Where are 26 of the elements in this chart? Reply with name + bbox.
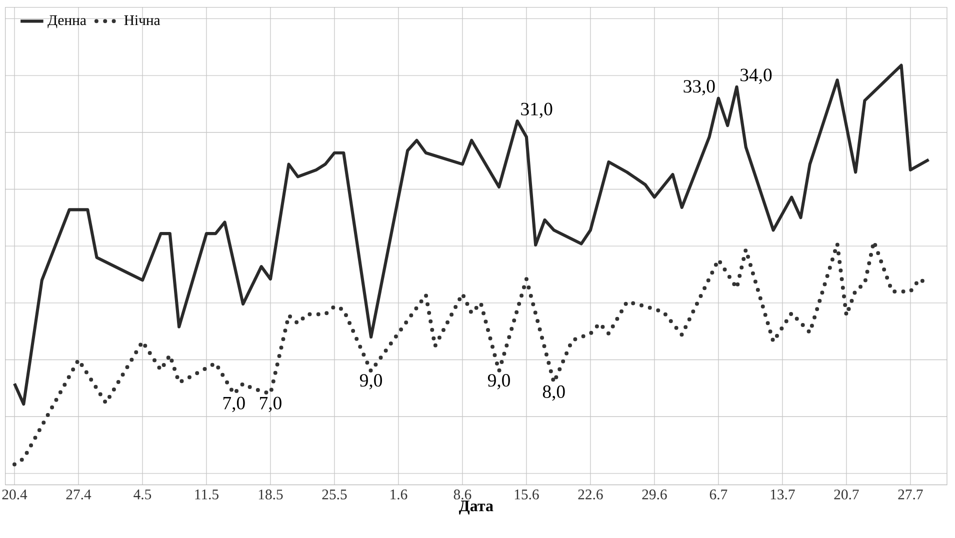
x-tick-label: 18.5	[258, 489, 283, 500]
x-tick-label: 15.6	[514, 489, 539, 500]
data-label: 9,0	[360, 374, 382, 390]
data-label: 8,0	[542, 385, 565, 401]
data-label: 33,0	[684, 80, 715, 96]
x-tick-label: 25.5	[322, 489, 347, 500]
x-axis-title: Дата	[458, 500, 494, 514]
x-tick-label: 8.6	[454, 489, 472, 500]
x-tick-label: 20.7	[834, 489, 859, 500]
legend-label: Нічна	[124, 15, 160, 26]
x-tick-label: 11.5	[195, 489, 218, 500]
data-label: 7,0	[260, 396, 282, 412]
data-label: 34,0	[740, 68, 772, 84]
x-tick-label: 29.6	[642, 489, 667, 500]
x-tick-label: 22.6	[578, 489, 603, 500]
x-tick-label: 27.4	[66, 489, 92, 500]
x-tick-label: 4.5	[134, 489, 152, 500]
x-tick-label: 27.7	[898, 489, 923, 500]
x-tick-label: 20.4	[2, 489, 28, 500]
data-label: 7,0	[223, 396, 245, 412]
data-label: 9,0	[488, 374, 510, 390]
data-label: 31,0	[521, 102, 552, 118]
x-tick-label: 6.7	[710, 489, 728, 500]
x-tick-label: 1.6	[390, 489, 408, 500]
x-tick-label: 13.7	[770, 489, 795, 500]
legend-label: Денна	[48, 15, 86, 28]
